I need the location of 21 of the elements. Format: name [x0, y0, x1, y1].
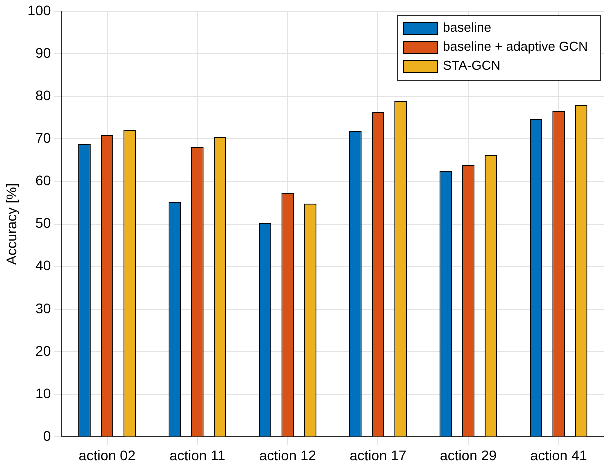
legend-label: baseline + adaptive GCN: [443, 38, 588, 54]
x-tick-label: action 11: [170, 447, 226, 464]
x-tick-label: action 12: [260, 447, 317, 464]
y-tick-label: 90: [36, 44, 52, 61]
y-axis-title: Accuracy [%]: [3, 183, 20, 266]
legend-label: baseline: [443, 20, 492, 35]
y-tick-label: 60: [36, 172, 52, 189]
y-tick-label: 100: [28, 2, 52, 18]
x-tick-label: action 29: [440, 447, 498, 464]
legend-label: STA-GCN: [443, 58, 501, 73]
x-tick-label: action 17: [350, 447, 407, 464]
x-tick-label: action 02: [78, 447, 136, 464]
y-tick-label: 20: [36, 342, 52, 359]
y-tick-label: 40: [36, 258, 52, 274]
y-tick-label: 10: [36, 385, 52, 402]
y-tick-label: 30: [36, 300, 52, 316]
y-tick-label: 50: [36, 215, 52, 232]
y-tick-label: 0: [43, 428, 52, 444]
y-tick-label: 80: [36, 87, 52, 104]
x-tick-label: action 41: [530, 447, 588, 464]
y-tick-label: 70: [36, 130, 52, 146]
